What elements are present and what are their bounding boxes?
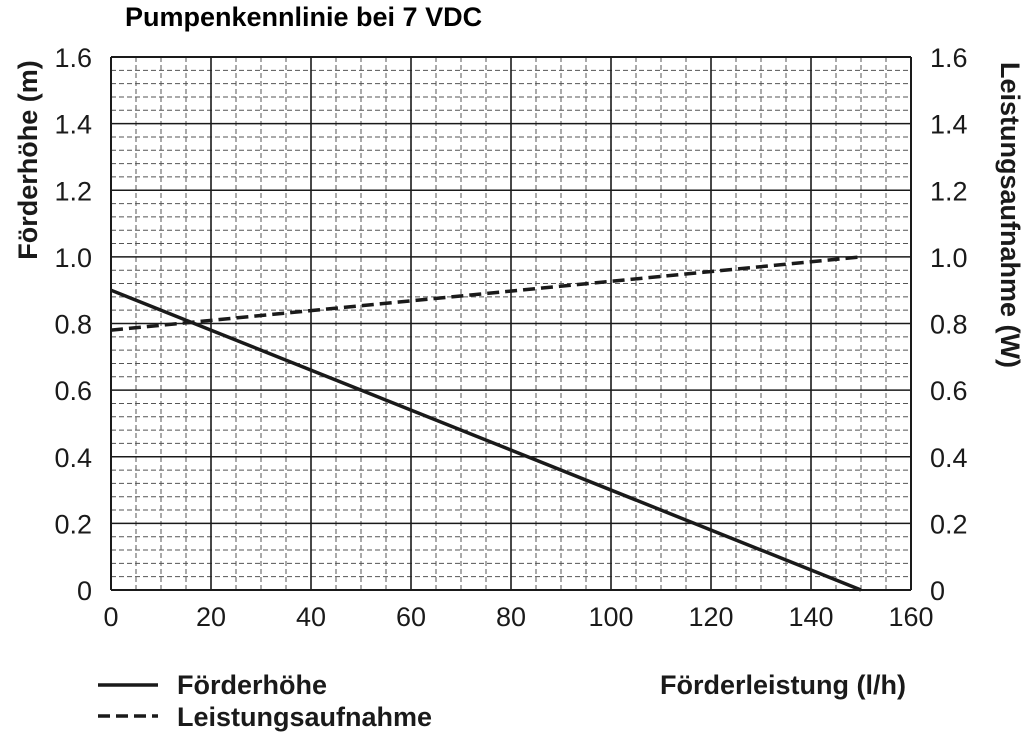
right-y-axis-title: Leistungsaufnahme (W) (995, 62, 1024, 368)
y-tick-label-left: 0.4 (54, 443, 92, 473)
y-tick-label-left: 0.8 (54, 310, 92, 340)
series-line-foerderhoehe (110, 288, 862, 592)
x-tick-label: 120 (688, 602, 733, 632)
y-tick-label-right: 1.6 (930, 43, 968, 73)
x-tick-label: 0 (103, 602, 118, 632)
y-tick-label-right: 1.4 (930, 110, 968, 140)
y-tick-label-right: 0.2 (930, 509, 968, 539)
y-tick-label-left: 0.6 (54, 376, 92, 406)
legend-label-leistungsaufnahme: Leistungsaufnahme (177, 702, 432, 732)
y-tick-label-right: 1.0 (930, 243, 968, 273)
x-tick-label: 100 (588, 602, 633, 632)
y-tick-label-right: 0 (930, 576, 945, 606)
legend-label-foerderhoehe: Förderhöhe (177, 670, 327, 700)
x-tick-label: 40 (296, 602, 326, 632)
y-tick-label-right: 0.8 (930, 310, 968, 340)
x-tick-label: 60 (396, 602, 426, 632)
major-grid (110, 56, 912, 591)
left-y-axis-title: Förderhöhe (m) (13, 60, 43, 260)
chart-title: Pumpenkennlinie bei 7 VDC (125, 2, 482, 32)
y-tick-label-left: 0.2 (54, 509, 92, 539)
x-tick-labels: 0 20 40 60 80 100 120 140 160 (103, 602, 933, 632)
legend: Förderhöhe Leistungsaufnahme (98, 670, 432, 732)
x-tick-label: 160 (888, 602, 933, 632)
y-tick-label-right: 0.6 (930, 376, 968, 406)
x-tick-label: 20 (196, 602, 226, 632)
y-tick-label-left: 1.0 (54, 243, 92, 273)
y-tick-label-right: 0.4 (930, 443, 968, 473)
y-tick-label-left: 1.2 (54, 176, 92, 206)
y-tick-label-left: 0 (77, 576, 92, 606)
x-tick-label: 80 (496, 602, 526, 632)
x-tick-label: 140 (788, 602, 833, 632)
y-tick-label-left: 1.6 (54, 43, 92, 73)
y-tick-label-right: 1.2 (930, 176, 968, 206)
y-tick-label-left: 1.4 (54, 110, 92, 140)
series-lines (110, 255, 862, 592)
left-y-tick-labels: 0 0.2 0.4 0.6 0.8 1.0 1.2 1.4 1.6 (54, 43, 92, 606)
x-axis-title: Förderleistung (l/h) (660, 670, 906, 700)
right-y-tick-labels: 0 0.2 0.4 0.6 0.8 1.0 1.2 1.4 1.6 (930, 43, 968, 606)
